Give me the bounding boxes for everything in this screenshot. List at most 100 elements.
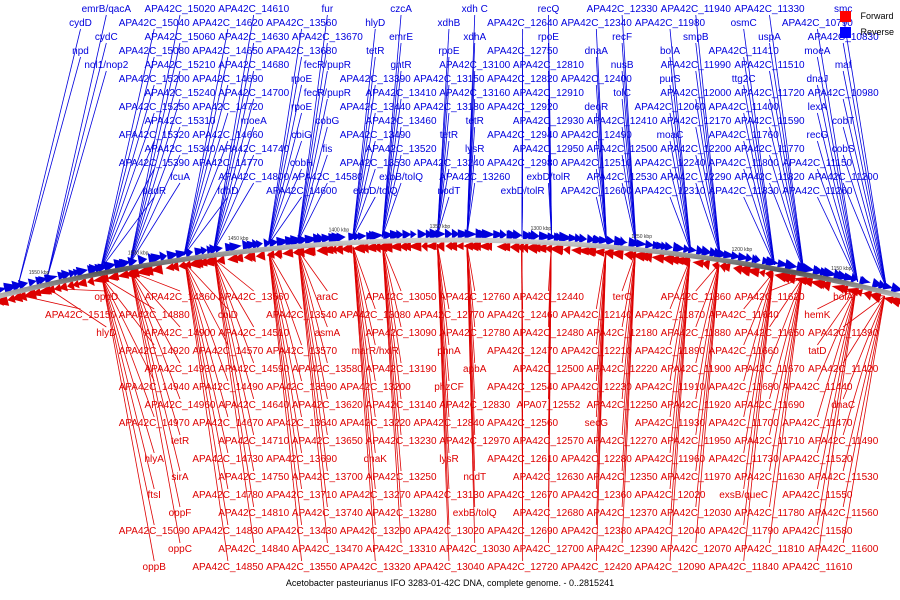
forward-gene-label[interactable]: APA42C_12540 <box>487 382 558 393</box>
forward-gene-label[interactable]: APA42C_12040 <box>635 526 706 537</box>
reverse-gene-label[interactable]: APA42C_11830 <box>709 186 780 197</box>
forward-gene-label[interactable]: APA42C_14490 <box>192 382 263 393</box>
forward-gene-label[interactable]: APA42C_13200 <box>340 382 411 393</box>
forward-gene-label[interactable]: APA42C_12270 <box>587 436 658 447</box>
reverse-gene-label[interactable]: cydC <box>95 32 118 43</box>
reverse-gene-label[interactable]: czcA <box>390 4 412 15</box>
reverse-gene-label[interactable]: cobS <box>832 144 855 155</box>
reverse-gene-label[interactable]: recQ <box>538 4 560 15</box>
forward-gene-label[interactable]: APA42C_11790 <box>709 526 780 537</box>
forward-gene-label[interactable]: APA42C_11490 <box>808 436 879 447</box>
reverse-gene-label[interactable]: cobG <box>315 116 339 127</box>
forward-gene-label[interactable]: APA42C_11920 <box>661 400 732 411</box>
forward-gene-label[interactable]: APA42C_12780 <box>439 328 510 339</box>
forward-gene-label[interactable]: APA42C_12020 <box>635 490 706 501</box>
reverse-gene-label[interactable]: rpoE <box>291 102 312 113</box>
reverse-gene-label[interactable]: APA42C_13410 <box>366 88 437 99</box>
reverse-gene-label[interactable]: purS <box>659 74 680 85</box>
forward-gene-label[interactable]: APA42C_13080 <box>340 310 411 321</box>
forward-gene-label[interactable]: oppD <box>94 292 118 303</box>
forward-gene-label[interactable]: exbB/tolQ <box>453 508 497 519</box>
forward-gene-label[interactable]: APA42C_12390 <box>587 544 658 555</box>
reverse-gene-label[interactable]: dnaJ <box>807 74 829 85</box>
forward-gene-label[interactable]: cbiD <box>218 310 238 321</box>
reverse-gene-label[interactable]: APA42C_11760 <box>709 130 780 141</box>
forward-gene-label[interactable]: APA42C_12420 <box>561 562 632 573</box>
reverse-gene-label[interactable]: APA42C_15250 <box>119 102 190 113</box>
reverse-gene-label[interactable]: APA42C_12500 <box>587 144 658 155</box>
forward-gene-label[interactable]: tetR <box>171 436 189 447</box>
reverse-gene-label[interactable]: APA42C_11200 <box>808 172 879 183</box>
forward-gene-label[interactable]: APA42C_14940 <box>119 382 190 393</box>
reverse-gene-label[interactable]: APA42C_14690 <box>192 74 263 85</box>
forward-gene-label[interactable]: phnA <box>437 346 461 357</box>
reverse-gene-label[interactable]: fecR/pupR <box>304 88 351 99</box>
reverse-gene-label[interactable]: npd <box>72 46 89 57</box>
forward-gene-label[interactable]: APA42C_12470 <box>487 346 558 357</box>
reverse-gene-label[interactable]: APA42C_15060 <box>145 32 216 43</box>
reverse-gene-label[interactable]: moeA <box>241 116 267 127</box>
forward-gene-label[interactable]: APA42C_11670 <box>734 364 805 375</box>
forward-gene-label[interactable]: APA42C_12760 <box>439 292 510 303</box>
forward-gene-label[interactable]: apbA <box>463 364 487 375</box>
forward-gene-label[interactable]: secG <box>585 418 609 429</box>
reverse-gene-label[interactable]: fcuA <box>170 172 190 183</box>
forward-gene-label[interactable]: APA42C_13270 <box>340 490 411 501</box>
forward-gene-label[interactable]: APA42C_12220 <box>587 364 658 375</box>
forward-gene-label[interactable]: APA42C_13220 <box>340 418 411 429</box>
forward-gene-label[interactable]: APA42C_11900 <box>661 364 732 375</box>
forward-gene-label[interactable]: APA07_12552 <box>517 400 581 411</box>
forward-gene-label[interactable]: APA42C_12090 <box>635 562 706 573</box>
forward-gene-label[interactable]: bolA <box>833 292 853 303</box>
forward-gene-label[interactable]: dnaK <box>364 454 388 465</box>
forward-gene-label[interactable]: APA42C_13320 <box>340 562 411 573</box>
forward-gene-label[interactable]: APA42C_12970 <box>439 436 510 447</box>
reverse-gene-label[interactable]: APA42C_13460 <box>366 116 437 127</box>
forward-gene-label[interactable]: APA42C_13640 <box>266 418 337 429</box>
forward-gene-label[interactable]: APA42C_11660 <box>709 346 780 357</box>
reverse-gene-label[interactable]: APA42C_12000 <box>660 88 731 99</box>
forward-gene-label[interactable]: APA42C_13230 <box>366 436 437 447</box>
reverse-gene-label[interactable]: rpoE <box>291 74 312 85</box>
forward-gene-label[interactable]: APA42C_14860 <box>145 292 216 303</box>
reverse-gene-label[interactable]: APA42C_11820 <box>734 172 805 183</box>
reverse-gene-label[interactable]: fis <box>322 144 332 155</box>
forward-gene-label[interactable]: APA42C_13470 <box>292 544 363 555</box>
reverse-gene-label[interactable]: APA42C_12940 <box>487 130 558 141</box>
forward-gene-label[interactable]: APA42C_14900 <box>145 328 216 339</box>
forward-gene-label[interactable]: APA42C_12830 <box>439 400 510 411</box>
reverse-gene-label[interactable]: APA42C_10980 <box>808 88 879 99</box>
forward-gene-label[interactable]: APA42C_11560 <box>808 508 879 519</box>
reverse-gene-label[interactable]: APA42C_11590 <box>734 116 805 127</box>
forward-gene-label[interactable]: APA42C_14810 <box>218 508 289 519</box>
forward-gene-label[interactable]: APA42C_12840 <box>413 418 484 429</box>
forward-gene-label[interactable]: APA42C_14830 <box>192 526 263 537</box>
forward-gene-label[interactable]: APA42C_11880 <box>661 328 732 339</box>
reverse-gene-label[interactable]: exbB/tolQ <box>379 172 423 183</box>
reverse-gene-label[interactable]: APA42C_11510 <box>734 60 805 71</box>
forward-gene-label[interactable]: APA42C_14570 <box>192 346 263 357</box>
reverse-gene-label[interactable]: APA42C_15210 <box>145 60 216 71</box>
forward-gene-label[interactable]: APA42C_14730 <box>192 454 263 465</box>
reverse-gene-label[interactable]: APA42C_12640 <box>487 18 558 29</box>
forward-gene-label[interactable]: APA42C_12560 <box>487 418 558 429</box>
reverse-gene-label[interactable]: APA42C_13390 <box>340 74 411 85</box>
reverse-gene-label[interactable]: hlyD <box>365 18 385 29</box>
reverse-gene-label[interactable]: APA42C_12510 <box>561 158 632 169</box>
forward-gene-label[interactable]: APA42C_12720 <box>487 562 558 573</box>
reverse-gene-label[interactable]: APA42C_13560 <box>266 18 337 29</box>
reverse-gene-label[interactable]: fdhD <box>217 186 238 197</box>
reverse-gene-label[interactable]: bolA <box>660 46 680 57</box>
reverse-gene-label[interactable]: APA42C_15240 <box>145 88 216 99</box>
forward-gene-label[interactable]: APA42C_14930 <box>145 364 216 375</box>
reverse-gene-label[interactable]: APA42C_12910 <box>513 88 584 99</box>
forward-gene-label[interactable]: APA42C_11970 <box>661 472 732 483</box>
forward-gene-label[interactable]: APA42C_11640 <box>709 310 780 321</box>
forward-gene-label[interactable]: oppC <box>168 544 192 555</box>
reverse-gene-label[interactable]: tetR <box>466 116 484 127</box>
reverse-gene-label[interactable]: APA42C_12330 <box>587 4 658 15</box>
reverse-gene-label[interactable]: APA42C_13100 <box>439 60 510 71</box>
forward-gene-label[interactable]: APA42C_13590 <box>266 382 337 393</box>
forward-gene-label[interactable]: APA42C_11440 <box>782 382 853 393</box>
reverse-gene-label[interactable]: APA42C_15320 <box>119 130 190 141</box>
